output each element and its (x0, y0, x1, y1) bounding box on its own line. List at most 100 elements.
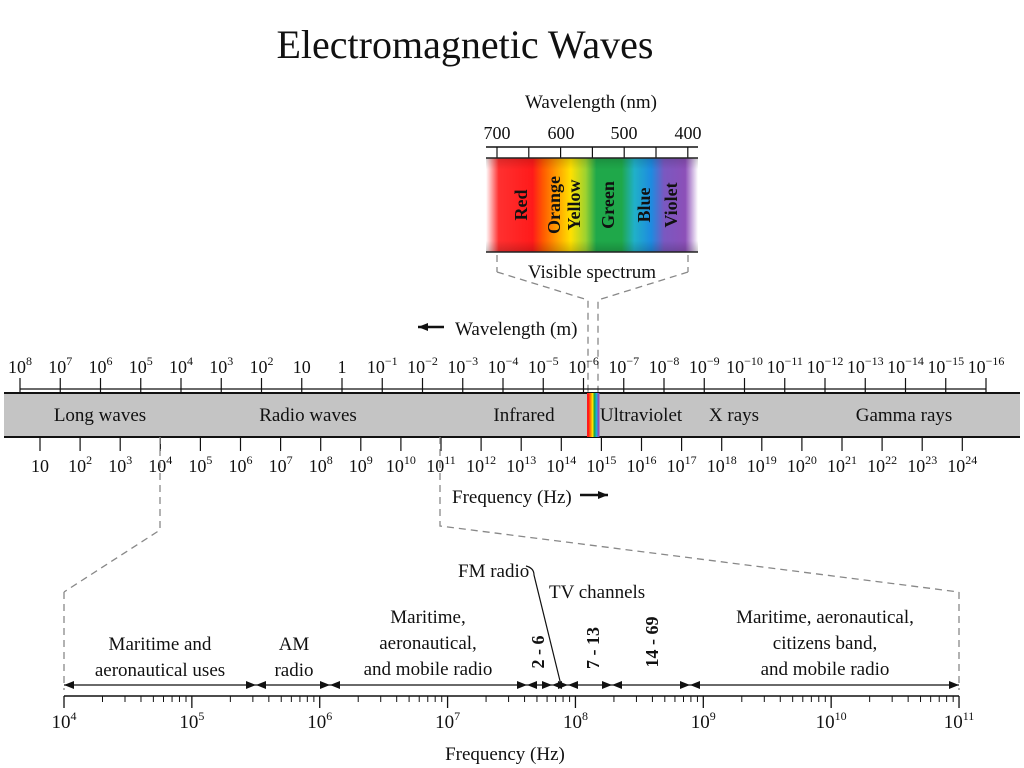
radio-tick-label-base: 10 (944, 712, 963, 733)
frequency-tick-label: 1024 (947, 453, 977, 476)
wavelength-tick-label: 103 (209, 354, 233, 377)
visible-band-labels: Red Orange Yellow Green Blue Violet (511, 176, 681, 234)
frequency-tick-label-exponent: 2 (86, 453, 92, 467)
tv-channels-label: TV channels (549, 582, 645, 603)
visible-band-label: Orange (544, 176, 564, 234)
tv-ch-7-13: 7 - 13 (583, 627, 603, 669)
frequency-tick-label-exponent: 16 (645, 453, 657, 467)
wavelength-tick-label: 10−3 (447, 354, 478, 377)
frequency-tick-label: 1011 (426, 453, 456, 476)
radio-tick-label-exponent: 8 (582, 709, 588, 723)
wavelength-tick-label-exponent: −2 (425, 354, 438, 368)
page-title: Electromagnetic Waves (277, 22, 654, 67)
radio-zoom-line-left (63, 437, 161, 593)
radio-tick-label-exponent: 4 (71, 709, 77, 723)
radio-frequency-axis-label: Frequency (Hz) (445, 744, 565, 765)
wavelength-tick-label: 10−7 (608, 354, 639, 377)
wavelength-tick-label-exponent: −7 (626, 354, 639, 368)
frequency-tick-label-exponent: 22 (885, 453, 897, 467)
radio-tick-label-exponent: 9 (710, 709, 716, 723)
wavelength-tick-label: 102 (250, 354, 274, 377)
am-radio-line1: AM (279, 634, 310, 655)
radio-zoom-line-right (439, 437, 960, 593)
radio-text: Maritime and aeronautical uses AM radio … (95, 561, 914, 686)
frequency-tick-label-exponent: 8 (327, 453, 333, 467)
radio-tick-label-exponent: 10 (835, 709, 847, 723)
region-gamma-rays: Gamma rays (856, 405, 953, 426)
maritime-cb-line2: citizens band, (773, 633, 877, 654)
frequency-tick-label: 1021 (827, 453, 857, 476)
wavelength-tick-label-exponent: 6 (107, 354, 113, 368)
wavelength-tick-label-exponent: 8 (26, 354, 32, 368)
visible-band-label: Violet (661, 182, 681, 227)
visible-strip (587, 393, 600, 437)
wavelength-tick-label-base: 10 (847, 357, 865, 377)
wavelength-tick-label-exponent: −13 (865, 354, 884, 368)
wavelength-tick-label-exponent: −11 (785, 354, 803, 368)
visible-zoom-line-left (496, 255, 589, 395)
visible-strip-yellow (591, 393, 594, 437)
wavelength-tick-label: 10−16 (968, 354, 1005, 377)
frequency-tick-label: 102 (68, 453, 92, 476)
frequency-tick-label-base: 10 (627, 456, 645, 476)
wavelength-tick-label-base: 10 (968, 357, 986, 377)
frequency-tick-label: 106 (229, 453, 253, 476)
radio-tick-label-base: 10 (307, 712, 326, 733)
frequency-tick-label: 1023 (907, 453, 937, 476)
frequency-tick-label-base: 10 (68, 456, 86, 476)
frequency-tick-label-exponent: 9 (367, 453, 373, 467)
region-ultraviolet: Ultraviolet (600, 405, 683, 426)
radio-tick-label: 108 (563, 709, 588, 733)
frequency-tick-label: 107 (269, 453, 293, 476)
radio-tick-label-exponent: 5 (198, 709, 204, 723)
radio-tick-label: 106 (307, 709, 332, 733)
radio-tick-label-base: 10 (563, 712, 582, 733)
radio-tick-label-base: 10 (816, 712, 835, 733)
visible-band-shading (486, 158, 698, 252)
wavelength-tick-label-base: 10 (927, 357, 945, 377)
wavelength-tick-label: 10−11 (767, 354, 803, 377)
frequency-tick-label: 1016 (627, 453, 657, 476)
am-radio-line2: radio (274, 660, 313, 681)
radio-tick-label-base: 10 (435, 712, 454, 733)
wavelength-tick-label: 10−1 (367, 354, 398, 377)
frequency-tick-label-exponent: 5 (206, 453, 212, 467)
frequency-tick-label: 109 (349, 453, 373, 476)
radio-tick-label: 104 (52, 709, 77, 733)
frequency-tick-label-exponent: 3 (126, 453, 132, 467)
frequency-tick-label-base: 10 (827, 456, 845, 476)
maritime-mobile-line2: aeronautical, (379, 633, 477, 654)
frequency-tick-label-base: 10 (667, 456, 685, 476)
frequency-tick-label: 1017 (667, 453, 697, 476)
visible-strip-green (593, 393, 596, 437)
frequency-tick-label: 1020 (787, 453, 817, 476)
visible-strip-orange (589, 393, 592, 437)
frequency-tick-label-base: 10 (947, 456, 965, 476)
wavelength-tick-label-base: 10 (209, 357, 227, 377)
wavelength-tick-label: 108 (8, 354, 32, 377)
maritime-cb-line1: Maritime, aeronautical, (736, 607, 914, 628)
spectrum-gray-band (4, 393, 1020, 437)
radio-tick-label-base: 10 (691, 712, 710, 733)
frequency-tick-label: 1012 (466, 453, 496, 476)
wavelength-tick-label-exponent: −6 (586, 354, 599, 368)
frequency-tick-label: 10 (31, 456, 49, 476)
wavelength-tick-label-base: 10 (689, 357, 707, 377)
tv-ch-14-69: 14 - 69 (642, 617, 662, 668)
wavelength-tick-label: 10 (293, 357, 311, 377)
wavelength-tick-label-exponent: −4 (506, 354, 519, 368)
wavelength-tick-label-base: 10 (528, 357, 546, 377)
frequency-axis-label: Frequency (Hz) (452, 487, 572, 508)
frequency-tick-label: 103 (108, 453, 132, 476)
wavelength-tick-label-base: 10 (89, 357, 107, 377)
frequency-tick-label: 104 (148, 453, 172, 476)
region-radio-waves: Radio waves (259, 405, 357, 426)
radio-tick-label: 105 (179, 709, 204, 733)
frequency-tick-label-exponent: 15 (604, 453, 616, 467)
wavelength-tick-label: 10−6 (568, 354, 599, 377)
frequency-tick-label-exponent: 18 (725, 453, 737, 467)
frequency-tick-label: 1019 (747, 453, 777, 476)
frequency-tick-label-base: 10 (747, 456, 765, 476)
frequency-tick-label-base: 10 (148, 456, 166, 476)
